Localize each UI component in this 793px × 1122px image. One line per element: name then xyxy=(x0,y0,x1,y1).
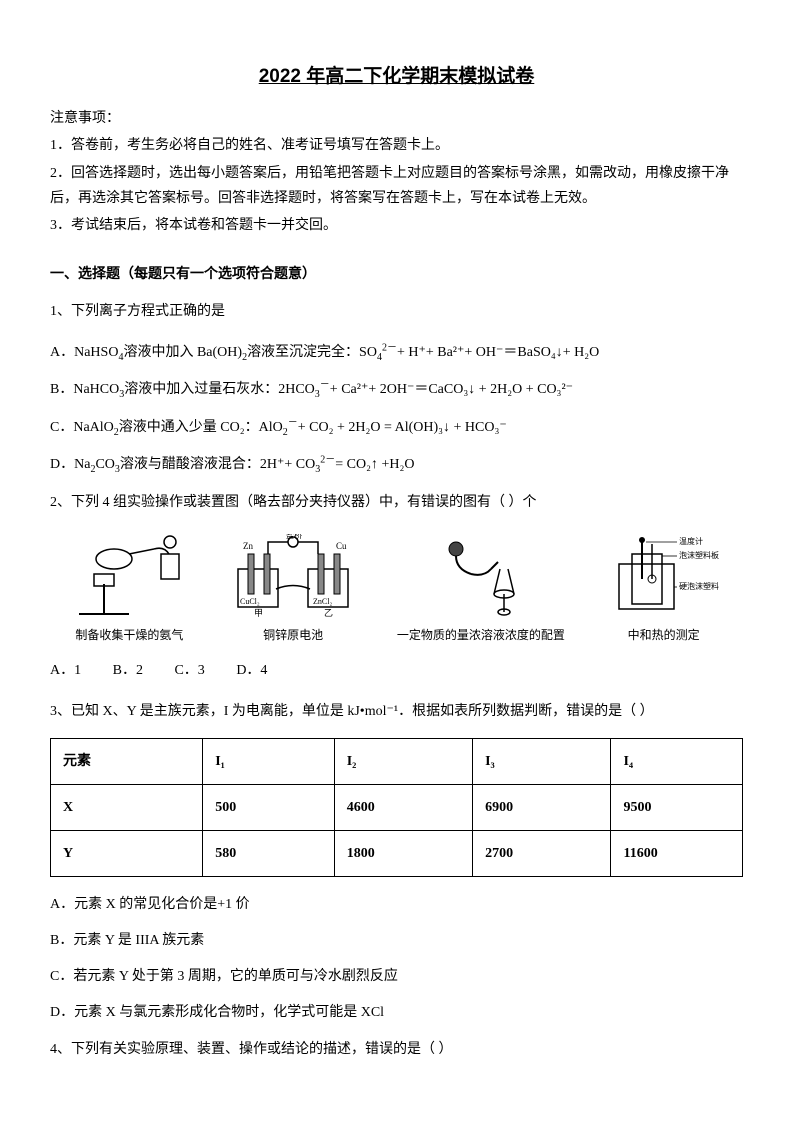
svg-text:甲: 甲 xyxy=(254,608,263,618)
th-i4: I₄ xyxy=(611,738,743,784)
apparatus-1-icon xyxy=(69,534,189,619)
q2-figure-2-label: 铜锌原电池 xyxy=(263,625,323,647)
q2-figure-3: 一定物质的量浓溶液浓度的配置 xyxy=(397,534,565,647)
svg-text:硬泡沫塑料: 硬泡沫塑料 xyxy=(679,581,719,591)
q2-figure-1-label: 制备收集干燥的氨气 xyxy=(75,625,183,647)
q3-opt-b: B．元素 Y 是 IIIA 族元素 xyxy=(50,927,743,955)
q1-stem: 1、下列离子方程式正确的是 xyxy=(50,297,743,328)
svg-text:Zn: Zn xyxy=(243,541,253,551)
q2-stem: 2、下列 4 组实验操作或装置图（略去部分夹持仪器）中，有错误的图有（ ）个 xyxy=(50,488,743,519)
q3-opt-a: A．元素 X 的常见化合价是+1 价 xyxy=(50,891,743,919)
cell-x-i2: 4600 xyxy=(334,785,472,831)
table-row: X 500 4600 6900 9500 xyxy=(51,785,743,831)
cell-y-name: Y xyxy=(51,831,203,877)
cell-x-i3: 6900 xyxy=(473,785,611,831)
svg-text:泡沫塑料板: 泡沫塑料板 xyxy=(679,550,719,560)
th-element: 元素 xyxy=(51,738,203,784)
q1c-text: C．NaAlO2溶液中通入少量 CO₂：AlO2－+ CO₂ + 2H₂O = … xyxy=(50,420,507,435)
page-title: 2022 年高二下化学期末模拟试卷 xyxy=(50,60,743,94)
q2-opt-a: A．1 xyxy=(50,656,81,687)
section-1-header: 一、选择题（每题只有一个选项符合题意） xyxy=(50,262,743,287)
q2-opt-b: B．2 xyxy=(113,656,143,687)
q2-opt-c: C．3 xyxy=(174,656,204,687)
q2-figures-row: 制备收集干燥的氨气 Zn Cu CuCl₂ ZnCl₂ 甲 乙 盐桥 铜锌原电池 xyxy=(50,534,743,647)
q2-options: A．1 B．2 C．3 D．4 xyxy=(50,656,743,687)
q4-stem: 4、下列有关实验原理、装置、操作或结论的描述，错误的是（ ） xyxy=(50,1035,743,1066)
q3-opt-d: D．元素 X 与氯元素形成化合物时，化学式可能是 XCl xyxy=(50,999,743,1027)
q3-table: 元素 I₁ I₂ I₃ I₄ X 500 4600 6900 9500 Y 58… xyxy=(50,738,743,878)
notice-header: 注意事项： xyxy=(50,106,743,131)
svg-text:CuCl₂: CuCl₂ xyxy=(240,597,260,606)
q1-opt-d: D．Na2CO3溶液与醋酸溶液混合：2H⁺+ CO32－= CO₂↑ +H₂O xyxy=(50,450,743,479)
cell-y-i2: 1800 xyxy=(334,831,472,877)
th-i1: I₁ xyxy=(203,738,334,784)
cell-x-name: X xyxy=(51,785,203,831)
svg-text:Cu: Cu xyxy=(336,541,347,551)
q3-stem: 3、已知 X、Y 是主族元素，I 为电离能，单位是 kJ•mol⁻¹．根据如表所… xyxy=(50,697,743,728)
notice-item-2: 2．回答选择题时，选出每小题答案后，用铅笔把答题卡上对应题目的答案标号涂黑，如需… xyxy=(50,161,743,211)
svg-text:乙: 乙 xyxy=(324,608,333,618)
svg-text:ZnCl₂: ZnCl₂ xyxy=(313,597,332,606)
q2-figure-1: 制备收集干燥的氨气 xyxy=(69,534,189,647)
table-header-row: 元素 I₁ I₂ I₃ I₄ xyxy=(51,738,743,784)
q2-figure-3-label: 一定物质的量浓溶液浓度的配置 xyxy=(397,625,565,647)
q2-figure-4-label: 中和热的测定 xyxy=(628,625,700,647)
th-i2: I₂ xyxy=(334,738,472,784)
th-i3: I₃ xyxy=(473,738,611,784)
cell-y-i4: 11600 xyxy=(611,831,743,877)
apparatus-2-icon: Zn Cu CuCl₂ ZnCl₂ 甲 乙 盐桥 xyxy=(228,534,358,619)
apparatus-3-icon xyxy=(426,534,536,619)
q1-opt-c: C．NaAlO2溶液中通入少量 CO₂：AlO2－+ CO₂ + 2H₂O = … xyxy=(50,413,743,442)
q3-opt-c: C．若元素 Y 处于第 3 周期，它的单质可与冷水剧烈反应 xyxy=(50,963,743,991)
svg-text:温度计: 温度计 xyxy=(679,536,703,546)
notice-item-1: 1．答卷前，考生务必将自己的姓名、准考证号填写在答题卡上。 xyxy=(50,133,743,158)
q2-figure-2: Zn Cu CuCl₂ ZnCl₂ 甲 乙 盐桥 铜锌原电池 xyxy=(228,534,358,647)
cell-y-i3: 2700 xyxy=(473,831,611,877)
q1-opt-b: B．NaHCO3溶液中加入过量石灰水：2HCO3－+ Ca²⁺+ 2OH⁻＝Ca… xyxy=(50,376,743,405)
q2-figure-4: 温度计 泡沫塑料板 硬泡沫塑料 中和热的测定 xyxy=(604,534,724,647)
cell-x-i1: 500 xyxy=(203,785,334,831)
q1-opt-a: A．NaHSO4溶液中加入 Ba(OH)2溶液至沉淀完全：SO42－+ H⁺+ … xyxy=(50,338,743,367)
q1b-text: B．NaHCO3溶液中加入过量石灰水：2HCO3－+ Ca²⁺+ 2OH⁻＝Ca… xyxy=(50,382,573,397)
q1d-text: D．Na2CO3溶液与醋酸溶液混合：2H⁺+ CO32－= CO₂↑ +H₂O xyxy=(50,457,414,472)
cell-y-i1: 580 xyxy=(203,831,334,877)
notice-item-3: 3．考试结束后，将本试卷和答题卡一并交回。 xyxy=(50,213,743,238)
svg-text:盐桥: 盐桥 xyxy=(286,534,302,540)
q1a-text: A．NaHSO4溶液中加入 Ba(OH)2溶液至沉淀完全：SO42－+ H⁺+ … xyxy=(50,345,599,360)
apparatus-4-icon: 温度计 泡沫塑料板 硬泡沫塑料 xyxy=(604,534,724,619)
table-row: Y 580 1800 2700 11600 xyxy=(51,831,743,877)
cell-x-i4: 9500 xyxy=(611,785,743,831)
q2-opt-d: D．4 xyxy=(236,656,267,687)
